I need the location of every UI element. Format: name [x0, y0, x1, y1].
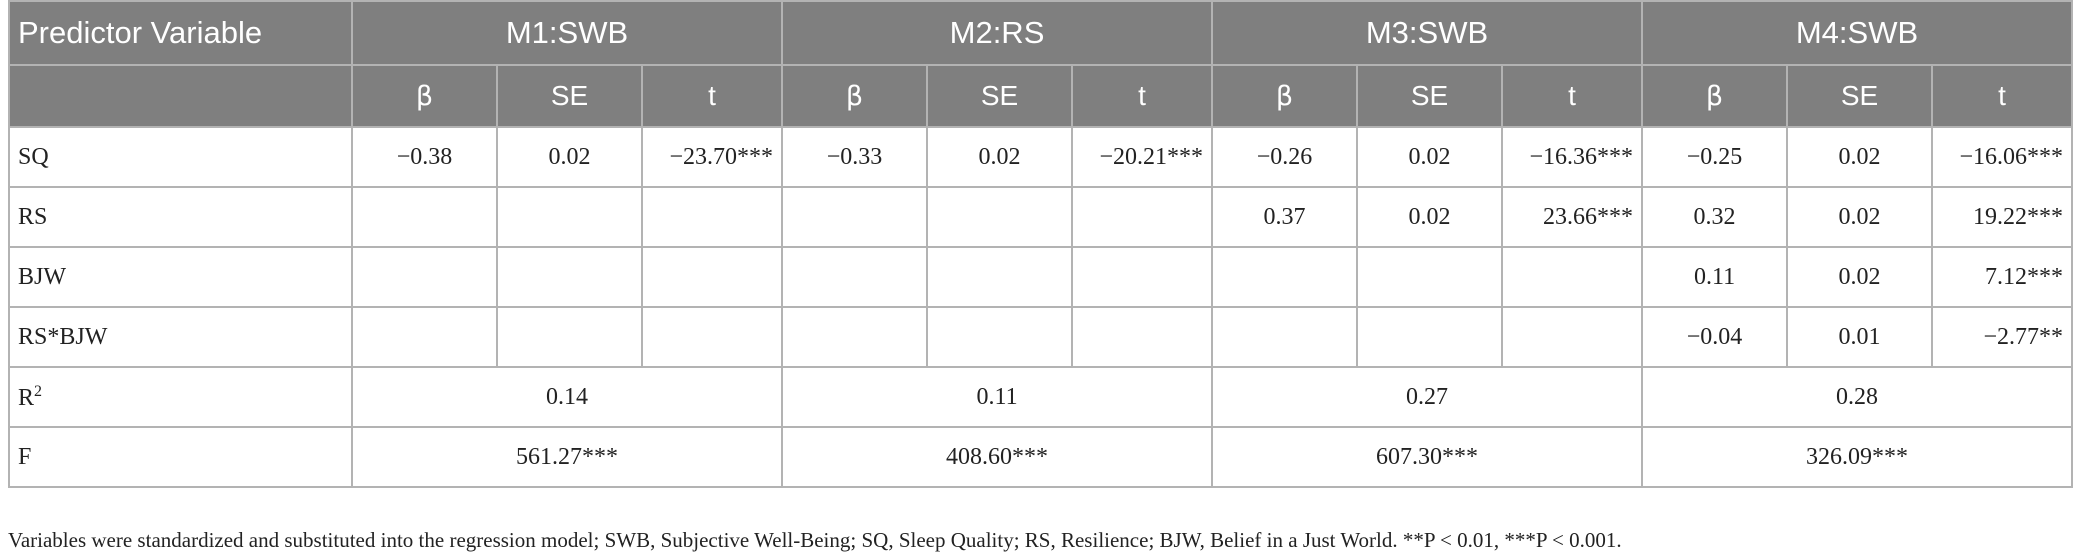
subheader-t: t	[1931, 64, 2074, 128]
table-cell	[926, 306, 1073, 368]
subheader-beta: β	[781, 64, 928, 128]
predictor-variable-header: Predictor Variable	[8, 0, 353, 66]
table-cell: 19.22***	[1931, 186, 2074, 248]
table-row-f: F 561.27*** 408.60*** 607.30*** 326.09**…	[8, 426, 2074, 488]
subheader-t: t	[1070, 64, 1214, 128]
table-cell: −23.70***	[641, 126, 783, 188]
table-footnote: Variables were standardized and substitu…	[8, 528, 1622, 552]
table-cell: −16.06***	[1931, 126, 2074, 188]
table-row-rs-bjw: RS*BJW −0.04 0.01 −2.77**	[8, 306, 2074, 368]
subheader-se: SE	[926, 64, 1073, 128]
table-cell: 0.02	[496, 126, 643, 188]
subheader-beta: β	[351, 64, 498, 128]
table-cell: 0.02	[1356, 126, 1504, 188]
model-header-m1: M1:SWB	[351, 0, 783, 66]
table-cell: 0.32	[1641, 186, 1789, 248]
subheader-beta: β	[1641, 64, 1789, 128]
table-cell	[1356, 306, 1504, 368]
table-cell	[926, 186, 1073, 248]
model-header-m2: M2:RS	[780, 0, 1214, 66]
row-label: RS*BJW	[8, 306, 353, 368]
table-cell: 0.02	[1356, 186, 1504, 248]
subheader-se: SE	[1356, 64, 1504, 128]
r-squared-superscript: 2	[34, 382, 43, 400]
r-squared-m2: 0.11	[780, 366, 1214, 428]
header-row: Predictor Variable M1:SWB M2:RS M3:SWB M…	[8, 0, 2074, 66]
table-cell: −0.38	[351, 126, 498, 188]
table-cell	[496, 246, 643, 308]
table-cell	[641, 186, 783, 248]
table-cell	[1070, 186, 1214, 248]
table-cell: −2.77**	[1931, 306, 2074, 368]
r-squared-m3: 0.27	[1211, 366, 1644, 428]
table-cell	[1501, 246, 1644, 308]
row-label: RS	[8, 186, 353, 248]
f-m3: 607.30***	[1211, 426, 1644, 488]
table-cell: 0.11	[1641, 246, 1789, 308]
row-label: BJW	[8, 246, 353, 308]
row-label: SQ	[8, 126, 353, 188]
row-label-f: F	[8, 426, 353, 488]
table-cell: 23.66***	[1501, 186, 1644, 248]
table-cell	[1501, 306, 1644, 368]
table-cell	[1211, 306, 1359, 368]
table-cell	[496, 306, 643, 368]
table-cell	[781, 186, 928, 248]
r-squared-base: R	[18, 384, 35, 411]
table-cell	[1356, 246, 1504, 308]
table-cell	[926, 246, 1073, 308]
table-cell: 7.12***	[1931, 246, 2074, 308]
r-squared-m4: 0.28	[1641, 366, 2074, 428]
table-cell: −16.36***	[1501, 126, 1644, 188]
table-cell: 0.02	[1786, 126, 1934, 188]
table-cell: 0.02	[926, 126, 1073, 188]
subheader-se: SE	[496, 64, 643, 128]
row-label-r-squared: R2	[8, 366, 353, 428]
table-cell	[351, 306, 498, 368]
table-row-bjw: BJW 0.11 0.02 7.12***	[8, 246, 2074, 308]
table-cell	[781, 306, 928, 368]
table-cell: 0.02	[1786, 246, 1934, 308]
table-cell	[351, 246, 498, 308]
regression-table: Predictor Variable M1:SWB M2:RS M3:SWB M…	[8, 0, 2074, 488]
table-cell	[351, 186, 498, 248]
subheader-blank	[8, 64, 353, 128]
f-m4: 326.09***	[1641, 426, 2074, 488]
f-m1: 561.27***	[351, 426, 783, 488]
table-row-sq: SQ −0.38 0.02 −23.70*** −0.33 0.02 −20.2…	[8, 126, 2074, 188]
table-cell: −0.25	[1641, 126, 1789, 188]
table-cell	[641, 306, 783, 368]
table-cell	[1070, 306, 1214, 368]
table-cell: 0.01	[1786, 306, 1934, 368]
table-cell: −0.33	[781, 126, 928, 188]
table-cell	[1070, 246, 1214, 308]
table-cell	[641, 246, 783, 308]
subheader-row: β SE t β SE t β SE t β SE t	[8, 64, 2074, 128]
f-m2: 408.60***	[780, 426, 1214, 488]
table-cell: 0.02	[1786, 186, 1934, 248]
subheader-se: SE	[1786, 64, 1934, 128]
r-squared-m1: 0.14	[351, 366, 783, 428]
subheader-beta: β	[1211, 64, 1359, 128]
regression-table-container: Predictor Variable M1:SWB M2:RS M3:SWB M…	[8, 0, 2074, 488]
table-row-r-squared: R2 0.14 0.11 0.27 0.28	[8, 366, 2074, 428]
model-header-m3: M3:SWB	[1211, 0, 1644, 66]
subheader-t: t	[641, 64, 783, 128]
subheader-t: t	[1501, 64, 1644, 128]
table-cell	[781, 246, 928, 308]
model-header-m4: M4:SWB	[1641, 0, 2074, 66]
table-cell	[496, 186, 643, 248]
table-cell	[1211, 246, 1359, 308]
table-cell: −20.21***	[1070, 126, 1214, 188]
table-cell: 0.37	[1211, 186, 1359, 248]
table-cell: −0.26	[1211, 126, 1359, 188]
table-row-rs: RS 0.37 0.02 23.66*** 0.32 0.02 19.22***	[8, 186, 2074, 248]
table-cell: −0.04	[1641, 306, 1789, 368]
